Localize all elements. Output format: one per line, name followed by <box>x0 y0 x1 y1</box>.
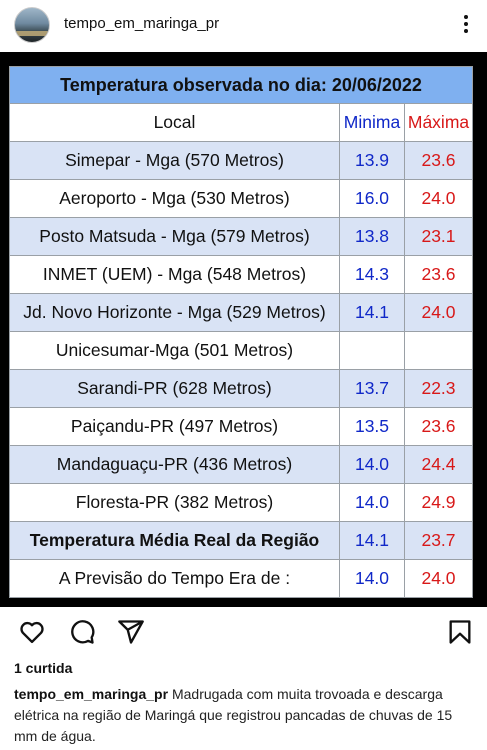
row-local: Unicesumar-Mga (501 Metros) <box>9 331 340 370</box>
username[interactable]: tempo_em_maringa_pr <box>64 15 220 32</box>
row-max: 24.0 <box>403 293 474 332</box>
row-max: 23.1 <box>403 217 474 256</box>
row-local: Jd. Novo Horizonte - Mga (529 Metros) <box>9 293 340 332</box>
row-local: Aeroporto - Mga (530 Metros) <box>9 179 340 218</box>
table-row: INMET (UEM) - Mga (548 Metros) 14.3 23.6 <box>9 255 474 294</box>
header-local: Local <box>9 103 340 142</box>
row-local: INMET (UEM) - Mga (548 Metros) <box>9 255 340 294</box>
table-row: Mandaguaçu-PR (436 Metros) 14.0 24.4 <box>9 445 474 484</box>
row-local: Mandaguaçu-PR (436 Metros) <box>9 445 340 484</box>
table-row: Floresta-PR (382 Metros) 14.0 24.9 <box>9 483 474 522</box>
table-row: Posto Matsuda - Mga (579 Metros) 13.8 23… <box>9 217 474 256</box>
post-header: tempo_em_maringa_pr <box>0 0 487 52</box>
row-max: 23.6 <box>403 255 474 294</box>
action-bar <box>0 610 487 654</box>
row-local: Paiçandu-PR (497 Metros) <box>9 407 340 446</box>
temperature-table: Temperatura observada no dia: 20/06/2022… <box>8 66 474 598</box>
table-row-forecast: A Previsão do Tempo Era de : 14.0 24.0 <box>9 559 474 598</box>
row-min: 13.5 <box>339 407 405 446</box>
row-max: 22.3 <box>403 369 474 408</box>
row-max: 23.6 <box>403 141 474 180</box>
bookmark-icon[interactable] <box>446 618 474 646</box>
more-vertical-icon[interactable] <box>458 12 474 38</box>
row-min <box>339 331 405 370</box>
row-local: A Previsão do Tempo Era de : <box>9 559 340 598</box>
header-max: Máxima <box>403 103 474 142</box>
row-min: 13.7 <box>339 369 405 408</box>
header-min: Minima <box>339 103 405 142</box>
table-row: Sarandi-PR (628 Metros) 13.7 22.3 <box>9 369 474 408</box>
row-min: 14.0 <box>339 445 405 484</box>
row-max <box>403 331 474 370</box>
avatar[interactable] <box>14 7 50 43</box>
table-row: Unicesumar-Mga (501 Metros) <box>9 331 474 370</box>
row-local: Temperatura Média Real da Região <box>9 521 340 560</box>
table-header-row: Local Minima Máxima <box>9 103 474 142</box>
row-local: Sarandi-PR (628 Metros) <box>9 369 340 408</box>
caption-username[interactable]: tempo_em_maringa_pr <box>14 686 169 702</box>
table-title-row: Temperatura observada no dia: 20/06/2022 <box>8 66 474 104</box>
row-local: Floresta-PR (382 Metros) <box>9 483 340 522</box>
table-row: Simepar - Mga (570 Metros) 13.9 23.6 <box>9 141 474 180</box>
comment-icon[interactable] <box>68 618 96 646</box>
table-title: Temperatura observada no dia: 20/06/2022 <box>8 66 474 104</box>
row-max: 24.9 <box>403 483 474 522</box>
likes-count[interactable]: 1 curtida <box>14 660 73 676</box>
row-max: 24.0 <box>403 559 474 598</box>
row-min: 13.9 <box>339 141 405 180</box>
table-row: Paiçandu-PR (497 Metros) 13.5 23.6 <box>9 407 474 446</box>
row-min: 13.8 <box>339 217 405 256</box>
caption-text: Madrugada com muita trovoada e descarga … <box>14 686 453 744</box>
row-max: 24.0 <box>403 179 474 218</box>
post-image[interactable]: Temperatura observada no dia: 20/06/2022… <box>0 52 487 607</box>
row-min: 14.0 <box>339 483 405 522</box>
table-row-average: Temperatura Média Real da Região 14.1 23… <box>9 521 474 560</box>
row-min: 14.3 <box>339 255 405 294</box>
row-min: 14.1 <box>339 521 405 560</box>
row-local: Posto Matsuda - Mga (579 Metros) <box>9 217 340 256</box>
row-min: 14.1 <box>339 293 405 332</box>
row-min: 14.0 <box>339 559 405 598</box>
share-icon[interactable] <box>117 618 145 646</box>
row-min: 16.0 <box>339 179 405 218</box>
row-max: 23.7 <box>403 521 474 560</box>
row-local: Simepar - Mga (570 Metros) <box>9 141 340 180</box>
table-row: Aeroporto - Mga (530 Metros) 16.0 24.0 <box>9 179 474 218</box>
row-max: 24.4 <box>403 445 474 484</box>
heart-icon[interactable] <box>18 618 46 646</box>
row-max: 23.6 <box>403 407 474 446</box>
table-row: Jd. Novo Horizonte - Mga (529 Metros) 14… <box>9 293 474 332</box>
post-caption: tempo_em_maringa_pr Madrugada com muita … <box>14 684 476 747</box>
